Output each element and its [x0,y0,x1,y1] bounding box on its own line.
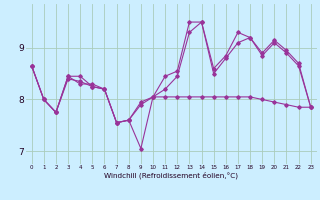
X-axis label: Windchill (Refroidissement éolien,°C): Windchill (Refroidissement éolien,°C) [104,172,238,179]
